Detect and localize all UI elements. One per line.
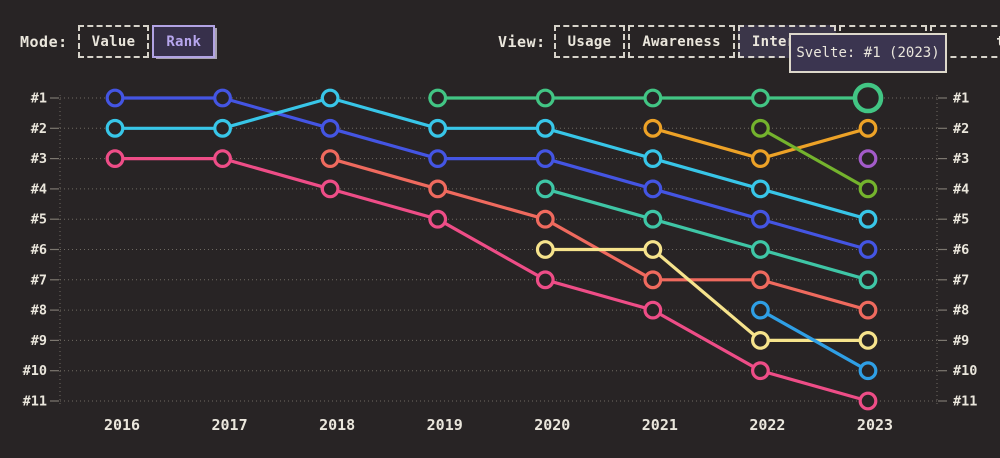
point-pink-2019[interactable] [428,209,448,229]
line-royal-blue [113,96,870,252]
point-olive-green-2023[interactable] [858,179,878,199]
point-royal-blue-2021[interactable] [643,179,663,199]
point-pink-2020[interactable] [535,270,555,290]
x-axis-label-2019: 2019 [427,416,463,434]
point-salmon-2021[interactable] [643,270,663,290]
point-teal-2023[interactable] [858,270,878,290]
y-axis-label-left-#9: #9 [31,333,47,349]
y-axis-label-right-#2: #2 [953,121,969,137]
point-teal-2020[interactable] [535,179,555,199]
line-salmon [328,157,870,312]
y-axis-label-right-#10: #10 [953,363,977,379]
y-axis-label-left-#8: #8 [31,303,47,319]
point-purple-2023[interactable] [858,149,878,169]
y-axis-label-left-#7: #7 [31,272,47,288]
view-option-usage[interactable]: Usage [553,25,626,58]
y-axis-label-right-#3: #3 [953,151,969,167]
point-pink-2018[interactable] [320,179,340,199]
line-teal [543,187,870,282]
y-axis-label-right-#5: #5 [953,212,969,228]
mode-label: Mode: [20,32,68,51]
y-axis-label-left-#10: #10 [23,363,47,379]
point-sky-blue-2022[interactable] [751,300,770,320]
y-axis-label-left-#6: #6 [31,242,47,258]
x-axis-label-2021: 2021 [642,416,678,434]
y-axis-label-right-#6: #6 [953,242,969,258]
point-royal-blue-2020[interactable] [535,149,555,169]
point-pink-2016[interactable] [105,149,125,169]
point-teal-2022[interactable] [751,240,770,259]
mode-control: Mode: Value Rank [20,25,216,58]
x-axis-label-2020: 2020 [534,416,570,434]
y-axis-label-left-#1: #1 [31,91,47,107]
point-yellow-2023[interactable] [858,331,878,350]
tooltip-svelte-rank: Svelte: #1 (2023) [789,33,947,73]
point-yellow-2021[interactable] [643,240,663,259]
y-axis-label-right-#7: #7 [953,272,969,288]
point-royal-blue-2016[interactable] [105,88,125,108]
view-option-awareness[interactable]: Awareness [628,25,735,58]
point-svelte-green-2019[interactable] [428,88,448,108]
point-salmon-2023[interactable] [858,300,878,320]
point-cyan-2017[interactable] [213,118,232,138]
point-svelte-green-2022[interactable] [751,88,770,108]
point-royal-blue-2022[interactable] [751,209,770,229]
mode-option-value[interactable]: Value [77,25,150,58]
point-pink-2021[interactable] [643,300,663,320]
point-salmon-2019[interactable] [428,179,448,199]
line-sky-blue [758,308,870,373]
point-cyan-2022[interactable] [751,179,770,199]
point-cyan-2018[interactable] [320,88,340,108]
point-cyan-2019[interactable] [428,118,448,138]
y-axis-label-left-#5: #5 [31,212,47,228]
point-orange-2023[interactable] [858,118,878,138]
point-cyan-2016[interactable] [105,118,125,138]
point-svelte-green-2021[interactable] [643,88,663,108]
point-royal-blue-2018[interactable] [320,118,340,138]
point-royal-blue-2023[interactable] [858,240,878,259]
point-cyan-2023[interactable] [858,209,878,229]
point-orange-2022[interactable] [751,149,770,169]
line-olive-green [758,126,870,191]
x-axis-label-2017: 2017 [212,416,248,434]
point-svelte-green-2023-highlighted[interactable] [852,82,884,114]
point-royal-blue-2019[interactable] [428,149,448,169]
line-cyan [113,96,870,221]
y-axis-label-right-#9: #9 [953,333,969,349]
point-cyan-2020[interactable] [535,118,555,138]
point-yellow-2020[interactable] [535,240,555,259]
point-salmon-2022[interactable] [751,270,770,290]
y-axis-label-right-#4: #4 [953,181,969,197]
point-cyan-2021[interactable] [643,149,663,169]
x-axis-label-2018: 2018 [319,416,355,434]
y-axis-label-right-#1: #1 [953,91,969,107]
y-axis-label-right-#11: #11 [953,394,977,410]
y-axis-label-left-#3: #3 [31,151,47,167]
point-svelte-green-2020[interactable] [535,88,555,108]
point-yellow-2022[interactable] [751,331,770,350]
x-axis-label-2023: 2023 [857,416,893,434]
point-salmon-2020[interactable] [535,209,555,229]
point-royal-blue-2017[interactable] [213,88,232,108]
point-pink-2023[interactable] [858,391,878,411]
point-pink-2017[interactable] [213,149,232,169]
point-sky-blue-2023[interactable] [858,361,878,381]
mode-option-rank[interactable]: Rank [152,25,216,58]
point-olive-green-2022[interactable] [751,118,770,138]
y-axis-label-left-#11: #11 [23,394,47,410]
x-axis-label-2022: 2022 [749,416,785,434]
mode-button-group: Value Rank [77,25,216,58]
y-axis-label-left-#4: #4 [31,181,47,197]
y-axis-label-right-#8: #8 [953,303,969,319]
point-teal-2021[interactable] [643,209,663,229]
point-pink-2022[interactable] [751,361,770,381]
y-axis-label-left-#2: #2 [31,121,47,137]
point-salmon-2018[interactable] [320,149,340,169]
view-label: View: [498,32,546,51]
point-orange-2021[interactable] [643,118,663,138]
line-pink [113,157,870,403]
x-axis-label-2016: 2016 [104,416,140,434]
